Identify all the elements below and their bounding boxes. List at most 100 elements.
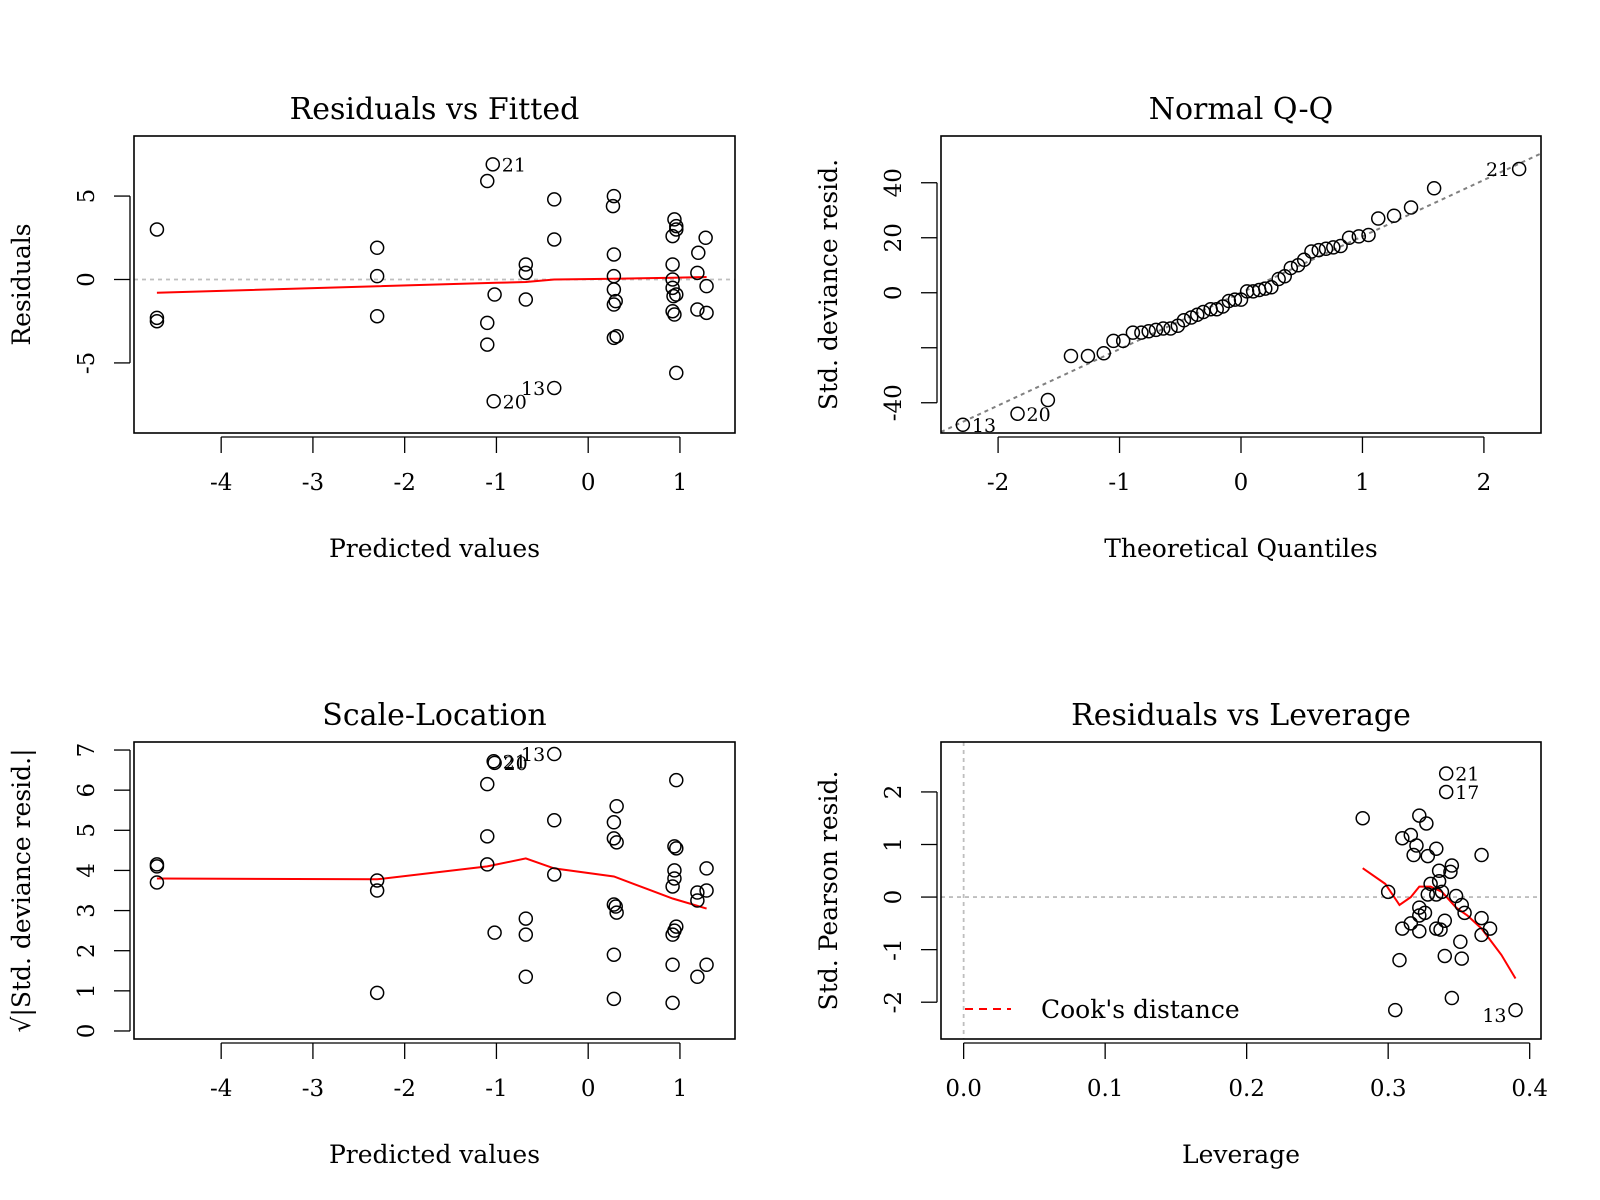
y-tick-label: 5 [74,189,100,204]
data-point [665,303,680,319]
data-point [546,232,562,247]
data-point [1437,948,1453,964]
y-tick-label: -1 [881,938,907,960]
data-point [1395,830,1410,846]
data-point [149,222,165,237]
y-tick-label: 7 [74,743,100,758]
data-point [609,328,624,344]
y-tick-label: 20 [881,223,907,252]
y-tick-label: 0 [881,890,907,905]
data-point [690,893,705,908]
data-point [1106,333,1121,349]
data-point [669,772,684,788]
plot-frame [133,741,736,1040]
data-point [606,268,622,284]
data-point [1148,322,1164,338]
data-point [1227,292,1243,307]
data-point [666,288,681,304]
point-label: 21 [1486,159,1510,181]
point-label: 21 [502,154,526,176]
data-point [487,925,502,940]
data-point [1457,905,1472,921]
y-tick-label: -5 [74,352,100,374]
x-tick-label: 1 [673,1076,688,1102]
data-point [1474,847,1489,863]
data-point [669,365,684,381]
data-point [608,899,623,914]
data-point [669,287,684,302]
y-tick-label: -2 [881,991,907,1013]
data-point [149,310,165,326]
x-tick-label: 0 [581,1076,596,1102]
data-point [1444,858,1460,873]
data-point [1355,810,1370,826]
data-point [1311,242,1326,258]
data-point [1426,181,1442,196]
y-axis-label: Std. Pearson resid. [814,771,843,1011]
data-point [1380,884,1396,900]
x-axis-label: Leverage [1182,1140,1300,1169]
y-tick-label: 3 [74,903,100,918]
x-tick-label: 0 [1234,470,1249,496]
plot-area [149,746,714,1011]
x-tick-label: -1 [485,470,507,496]
plot-area [134,157,735,409]
data-point [665,927,680,942]
data-point [149,859,165,874]
data-point [690,969,705,985]
data-point [606,247,622,262]
x-tick-label: -1 [485,1076,507,1102]
data-point [518,969,534,985]
data-point [1283,260,1299,276]
smooth-line [156,276,707,294]
data-point [1420,887,1436,902]
data-point [369,240,385,256]
data-point [1412,900,1427,915]
x-tick-label: -1 [1108,470,1130,496]
data-point [699,861,714,876]
chart-panel-sl: Scale-Location Predicted values √|Std. dev… [7,698,736,1169]
data-point [1333,238,1348,254]
data-point [605,198,621,214]
data-point [1264,280,1279,295]
point-label: 21 [1455,764,1479,786]
point-label: 13 [972,415,996,437]
data-point [1429,841,1444,856]
data-point [1115,333,1131,349]
data-point [690,885,705,900]
x-tick-label: 2 [1477,470,1492,496]
data-point [1453,934,1468,950]
data-point [606,831,622,846]
data-point [369,985,385,1001]
x-tick-label: -2 [393,470,415,496]
legend-label: Cook's distance [1041,995,1240,1024]
data-point [699,278,714,294]
data-point [1176,313,1192,328]
data-point [480,337,495,352]
y-tick-label: 2 [74,943,100,958]
data-point [1420,848,1436,864]
data-point [606,330,622,346]
x-tick-label: -2 [987,470,1009,496]
data-point [667,871,682,886]
data-point [606,297,622,312]
data-point [1482,921,1498,936]
data-point [1326,240,1341,255]
data-point [606,947,622,962]
data-point [1040,392,1056,408]
data-point [149,313,165,329]
data-point [665,257,680,272]
data-point [667,307,682,322]
data-point [518,292,534,307]
data-point [1395,921,1410,936]
data-point [1063,348,1079,364]
y-tick-label: 0 [881,285,907,300]
chart-title: Residuals vs Fitted [290,92,580,127]
data-point [665,879,680,894]
point-label: 17 [1455,782,1479,804]
x-tick-label: -3 [302,470,324,496]
x-tick-label: 0.2 [1228,1076,1265,1102]
x-tick-label: 0.0 [945,1076,982,1102]
x-tick-label: -4 [210,1076,232,1102]
data-point [608,293,623,309]
